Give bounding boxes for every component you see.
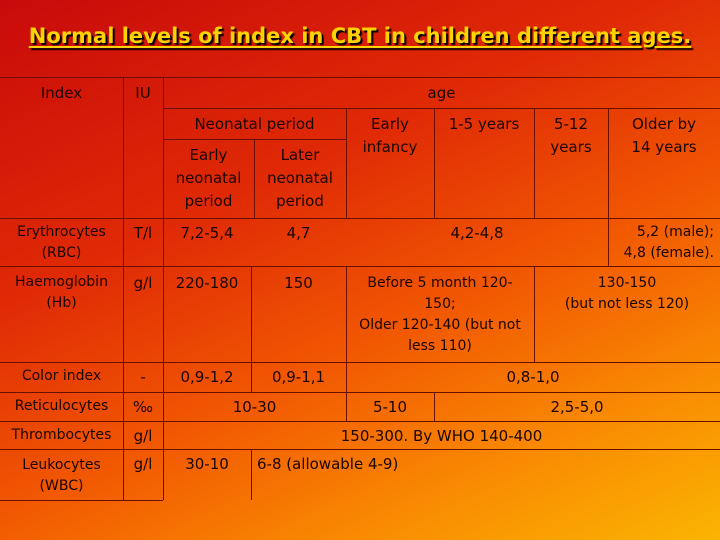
col-divider-early-neo-header [254,139,255,218]
hb-older-5: 130-150 (but not less 120) [564,275,690,312]
hb-early-neonatal: 220-180 [175,274,239,292]
thr-unit: g/l [133,427,153,445]
header-older-14: Older by 14 years [631,115,697,156]
col-divider-hb-older [534,266,535,362]
row-divider-ret [0,421,720,422]
header-later-neonatal: Later neonatal period [267,146,333,210]
header-index: Index [40,84,83,102]
thr-all-ages: 150-300. By WHO 140-400 [340,427,543,445]
rbc-name: Erythrocytes (RBC) [17,224,106,261]
header-5-12-years: 5-12 years [550,115,592,156]
col-divider-index [123,77,124,500]
wbc-name: Leukocytes (WBC) [22,457,101,494]
row-divider-thr [0,449,720,450]
rbc-infancy-to-12: 4,2-4,8 [450,224,504,242]
col-divider-iu [163,77,164,500]
col-divider-infancy-header [434,108,435,218]
ci-name: Color index [21,368,102,384]
col-divider-neonatal-body [346,266,347,392]
rbc-unit: T/l [133,224,153,242]
age-header-divider [163,108,720,109]
header-1-5-years: 1-5 years [448,115,520,133]
rbc-early-neonatal: 7,2-5,4 [180,224,234,242]
col-divider-1-5-ret [434,392,435,421]
col-divider-neonatal-header [346,108,347,218]
col-divider-5-12-header [608,108,609,218]
col-divider-early-neo-body [251,266,252,392]
hb-infancy-to-5: Before 5 month 120- 150; Older 120-140 (… [359,275,521,354]
table-bottom-border [0,500,163,501]
header-bottom-border [0,218,720,219]
row-divider-hb [0,362,720,363]
page-title: Normal levels of index in CBT in childre… [28,24,692,48]
ret-neonatal: 10-30 [232,398,277,416]
ret-name: Reticulocytes [14,398,109,414]
ret-infancy: 5-10 [372,398,408,416]
header-early-neonatal: Early neonatal period [175,146,242,210]
wbc-rest: 6-8 (allowable 4-9) [257,455,399,473]
ret-unit: ‰ [132,398,154,416]
hb-later-neonatal: 150 [284,274,313,292]
ci-later-neonatal: 0,9-1,1 [271,368,326,386]
hb-unit: g/l [133,274,153,292]
row-divider-ci [0,392,720,393]
thr-name: Thrombocytes [11,427,112,443]
header-age: age [427,84,456,102]
wbc-early-neonatal: 30-10 [185,455,229,473]
hb-name: Haemoglobin (Hb) [15,274,108,311]
col-divider-rbc-older [608,218,609,266]
col-divider-1-5-header [534,108,535,218]
header-iu: IU [135,84,151,102]
rbc-later-neonatal: 4,7 [286,224,311,242]
wbc-unit: g/l [133,455,153,473]
ci-rest: 0,8-1,0 [506,368,560,386]
header-early-infancy: Early infancy [362,115,418,156]
ci-early-neonatal: 0,9-1,2 [180,368,234,386]
col-divider-neonatal-ret [346,392,347,421]
col-divider-early-neo-wbc [251,449,252,500]
rbc-older-14: 5,2 (male); 4,8 (female). [623,224,714,261]
table-top-border [0,77,720,78]
ret-older: 2,5-5,0 [550,398,604,416]
row-divider-rbc [0,266,720,267]
header-neonatal-period: Neonatal period [194,115,315,133]
ci-unit: - [140,368,146,386]
